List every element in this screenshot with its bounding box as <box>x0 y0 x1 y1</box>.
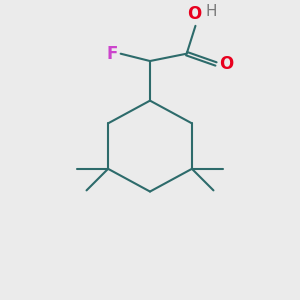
Text: F: F <box>107 45 118 63</box>
Text: H: H <box>206 4 217 20</box>
Text: O: O <box>219 55 233 73</box>
Text: O: O <box>187 5 201 23</box>
